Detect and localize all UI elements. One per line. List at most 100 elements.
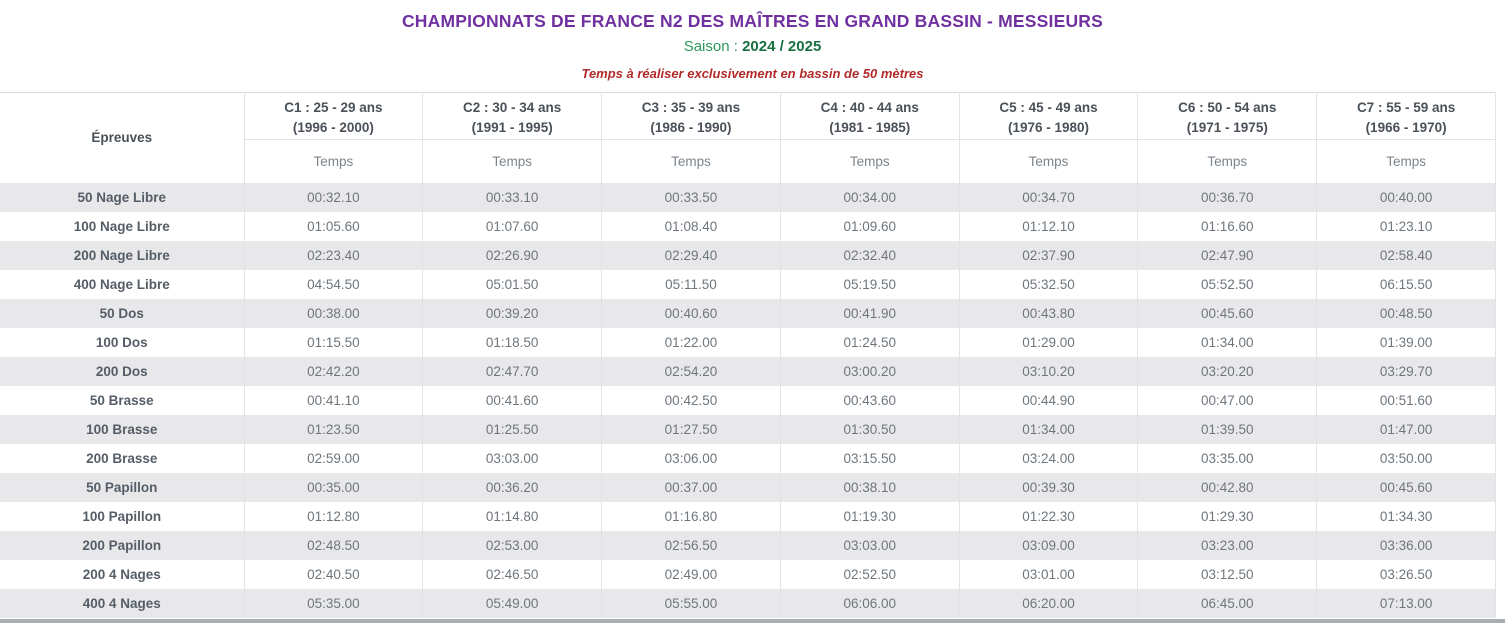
time-cell-c3: 02:49.00 — [601, 559, 781, 589]
category-header-cell-c3: C3 : 35 - 39 ans (1986 - 1990) — [601, 92, 781, 140]
table-row: 200 Nage Libre 02:23.40 02:26.90 02:29.40 02… — [0, 240, 1496, 270]
time-cell-c1: 00:41.10 — [243, 385, 423, 415]
notice-text: Temps à réaliser exclusivement en bassin… — [581, 66, 924, 81]
time-cell-c4: 00:41.90 — [779, 298, 960, 328]
event-cell: 100 Nage Libre — [73, 218, 170, 234]
time-cell-c1: 01:12.80 — [243, 501, 423, 531]
time-cell-c2: 03:03.00 — [422, 443, 602, 473]
time-cell-c2: 05:01.50 — [422, 269, 602, 299]
time-cell-c5: 06:20.00 — [958, 588, 1138, 618]
category-code: C7 : 55 - 59 ans — [1356, 99, 1456, 115]
time-cell-c5: 03:24.00 — [958, 443, 1138, 473]
time-cell-c7: 01:39.00 — [1316, 327, 1496, 357]
category-header-cell-c2: C2 : 30 - 34 ans (1991 - 1995) — [422, 92, 602, 140]
table-row: 400 Nage Libre 04:54.50 05:01.50 05:11.50 05… — [0, 269, 1496, 299]
time-cell-c2: 00:36.20 — [422, 472, 602, 502]
season-label: Saison : — [683, 38, 738, 55]
time-cell-c4: 03:15.50 — [779, 443, 960, 473]
table-head: Épreuves C1 : 25 - 29 ans (1996 - 2000) C2 … — [0, 92, 1496, 183]
event-cell: 400 4 Nages — [0, 588, 244, 618]
temps-header-cell-c1: Temps — [243, 139, 423, 183]
temps-header-cell-c3: Temps — [601, 139, 781, 183]
table-row: 200 Brasse 02:59.00 03:03.00 03:06.00 03:15.… — [0, 443, 1496, 473]
event-cell: 100 Dos — [95, 334, 148, 350]
time-cell-c3: 02:54.20 — [601, 356, 781, 386]
time-cell-c3: 03:06.00 — [601, 443, 781, 473]
time-cell-c1: 02:42.20 — [243, 356, 423, 386]
time-cell-c2: 02:26.90 — [422, 240, 602, 270]
table-row: 100 Dos 01:15.50 01:18.50 01:22.00 01:24.50 0… — [0, 327, 1496, 357]
time-cell-c4: 02:32.40 — [779, 240, 960, 270]
time-cell-c2: 02:53.00 — [422, 530, 602, 560]
time-cell-c2: 01:14.80 — [422, 501, 602, 531]
table-row: 50 Brasse 00:41.10 00:41.60 00:42.50 00:43.6… — [0, 385, 1496, 415]
event-cell: 200 Dos — [0, 356, 244, 386]
time-cell-c5: 03:10.20 — [958, 356, 1138, 386]
time-cell-c3: 05:55.00 — [601, 588, 781, 618]
table-row: 100 Brasse 01:23.50 01:25.50 01:27.50 01:30.… — [0, 414, 1496, 444]
time-cell-c6: 00:36.70 — [1137, 182, 1317, 212]
category-years: (1976 - 1980) — [1007, 119, 1090, 135]
category-header-cell-c5: C5 : 45 - 49 ans (1976 - 1980) — [958, 92, 1138, 140]
time-cell-c2: 05:49.00 — [422, 588, 602, 618]
time-cell-c5: 01:12.10 — [958, 211, 1138, 241]
table-body: 50 Nage Libre 00:32.10 00:33.10 00:33.50 00:… — [0, 182, 1496, 618]
time-cell-c6: 00:47.00 — [1137, 385, 1317, 415]
category-code: C4 : 40 - 44 ans — [820, 99, 919, 115]
category-header-cell-c4: C4 : 40 - 44 ans (1981 - 1985) — [779, 92, 960, 140]
time-cell-c5: 00:39.30 — [958, 472, 1138, 502]
time-cell-c7: 03:29.70 — [1316, 356, 1496, 386]
events-header-cell: Épreuves — [0, 92, 245, 183]
time-cell-c7: 00:48.50 — [1316, 298, 1496, 328]
time-cell-c6: 00:45.60 — [1137, 298, 1317, 328]
time-cell-c6: 06:45.00 — [1137, 588, 1317, 618]
table-row: 200 Dos 02:42.20 02:47.70 02:54.20 03:00.20 0… — [0, 356, 1496, 386]
event-cell: 50 Nage Libre — [0, 182, 244, 212]
event-cell: 200 4 Nages — [82, 566, 161, 582]
time-cell-c3: 05:11.50 — [601, 269, 781, 299]
category-code: C3 : 35 - 39 ans — [641, 99, 741, 115]
time-cell-c6: 01:29.30 — [1137, 501, 1317, 531]
times-table-container: Épreuves C1 : 25 - 29 ans (1996 - 2000) C2 … — [0, 92, 1505, 618]
time-cell-c6: 02:47.90 — [1137, 240, 1317, 270]
time-cell-c4: 03:00.20 — [779, 356, 960, 386]
header-row-categories: Épreuves C1 : 25 - 29 ans (1996 - 2000) C2 … — [0, 92, 1496, 183]
event-cell: 100 Papillon — [82, 508, 162, 524]
event-cell: 400 Nage Libre — [73, 276, 170, 292]
time-cell-c2: 01:25.50 — [422, 414, 602, 444]
time-cell-c6: 00:42.80 — [1137, 472, 1317, 502]
time-cell-c4: 01:19.30 — [779, 501, 960, 531]
time-cell-c1: 02:59.00 — [243, 443, 423, 473]
time-cell-c3: 00:40.60 — [601, 298, 781, 328]
time-cell-c5: 00:44.90 — [958, 385, 1138, 415]
temps-header-cell-c5: Temps — [958, 139, 1138, 183]
time-cell-c1: 02:23.40 — [243, 240, 423, 270]
temps-header-cell-c6: Temps — [1137, 139, 1317, 183]
time-cell-c1: 04:54.50 — [243, 269, 423, 299]
time-cell-c7: 01:23.10 — [1316, 211, 1496, 241]
category-header-cell-c1: C1 : 25 - 29 ans (1996 - 2000) — [243, 92, 423, 140]
temps-header-cell-c4: Temps — [779, 139, 960, 183]
time-cell-c6: 03:20.20 — [1137, 356, 1317, 386]
table-row: 200 Papillon 02:48.50 02:53.00 02:56.50 03:0… — [0, 530, 1496, 560]
category-years: (1981 - 1985) — [829, 119, 911, 135]
header-row-temps: Temps Temps Temps Temps Temps Temps Temps — [0, 139, 1496, 183]
time-cell-c3: 01:16.80 — [601, 501, 781, 531]
time-cell-c6: 01:34.00 — [1137, 327, 1317, 357]
horizontal-scrollbar[interactable] — [0, 618, 1505, 623]
category-code: C5 : 45 - 49 ans — [999, 99, 1098, 115]
times-table: Épreuves C1 : 25 - 29 ans (1996 - 2000) C2 … — [0, 92, 1496, 618]
category-years: (1996 - 2000) — [292, 119, 374, 135]
time-cell-c4: 00:34.00 — [779, 182, 960, 212]
table-row: 50 Nage Libre 00:32.10 00:33.10 00:33.50 00:… — [0, 182, 1496, 212]
time-cell-c5: 00:34.70 — [958, 182, 1138, 212]
page-title: CHAMPIONNATS DE FRANCE N2 DES MAÎTRES EN… — [401, 11, 1104, 31]
temps-header-cell-c2: Temps — [422, 139, 602, 183]
event-cell: 200 Nage Libre — [0, 240, 244, 270]
table-row: 200 4 Nages 02:40.50 02:46.50 02:49.00 02:52… — [0, 559, 1496, 589]
time-cell-c6: 03:12.50 — [1137, 559, 1317, 589]
table-row: 50 Papillon 00:35.00 00:36.20 00:37.00 00:38… — [0, 472, 1496, 502]
category-code: C1 : 25 - 29 ans — [284, 99, 383, 115]
event-cell: 50 Dos — [0, 298, 244, 328]
time-cell-c6: 05:52.50 — [1137, 269, 1317, 299]
